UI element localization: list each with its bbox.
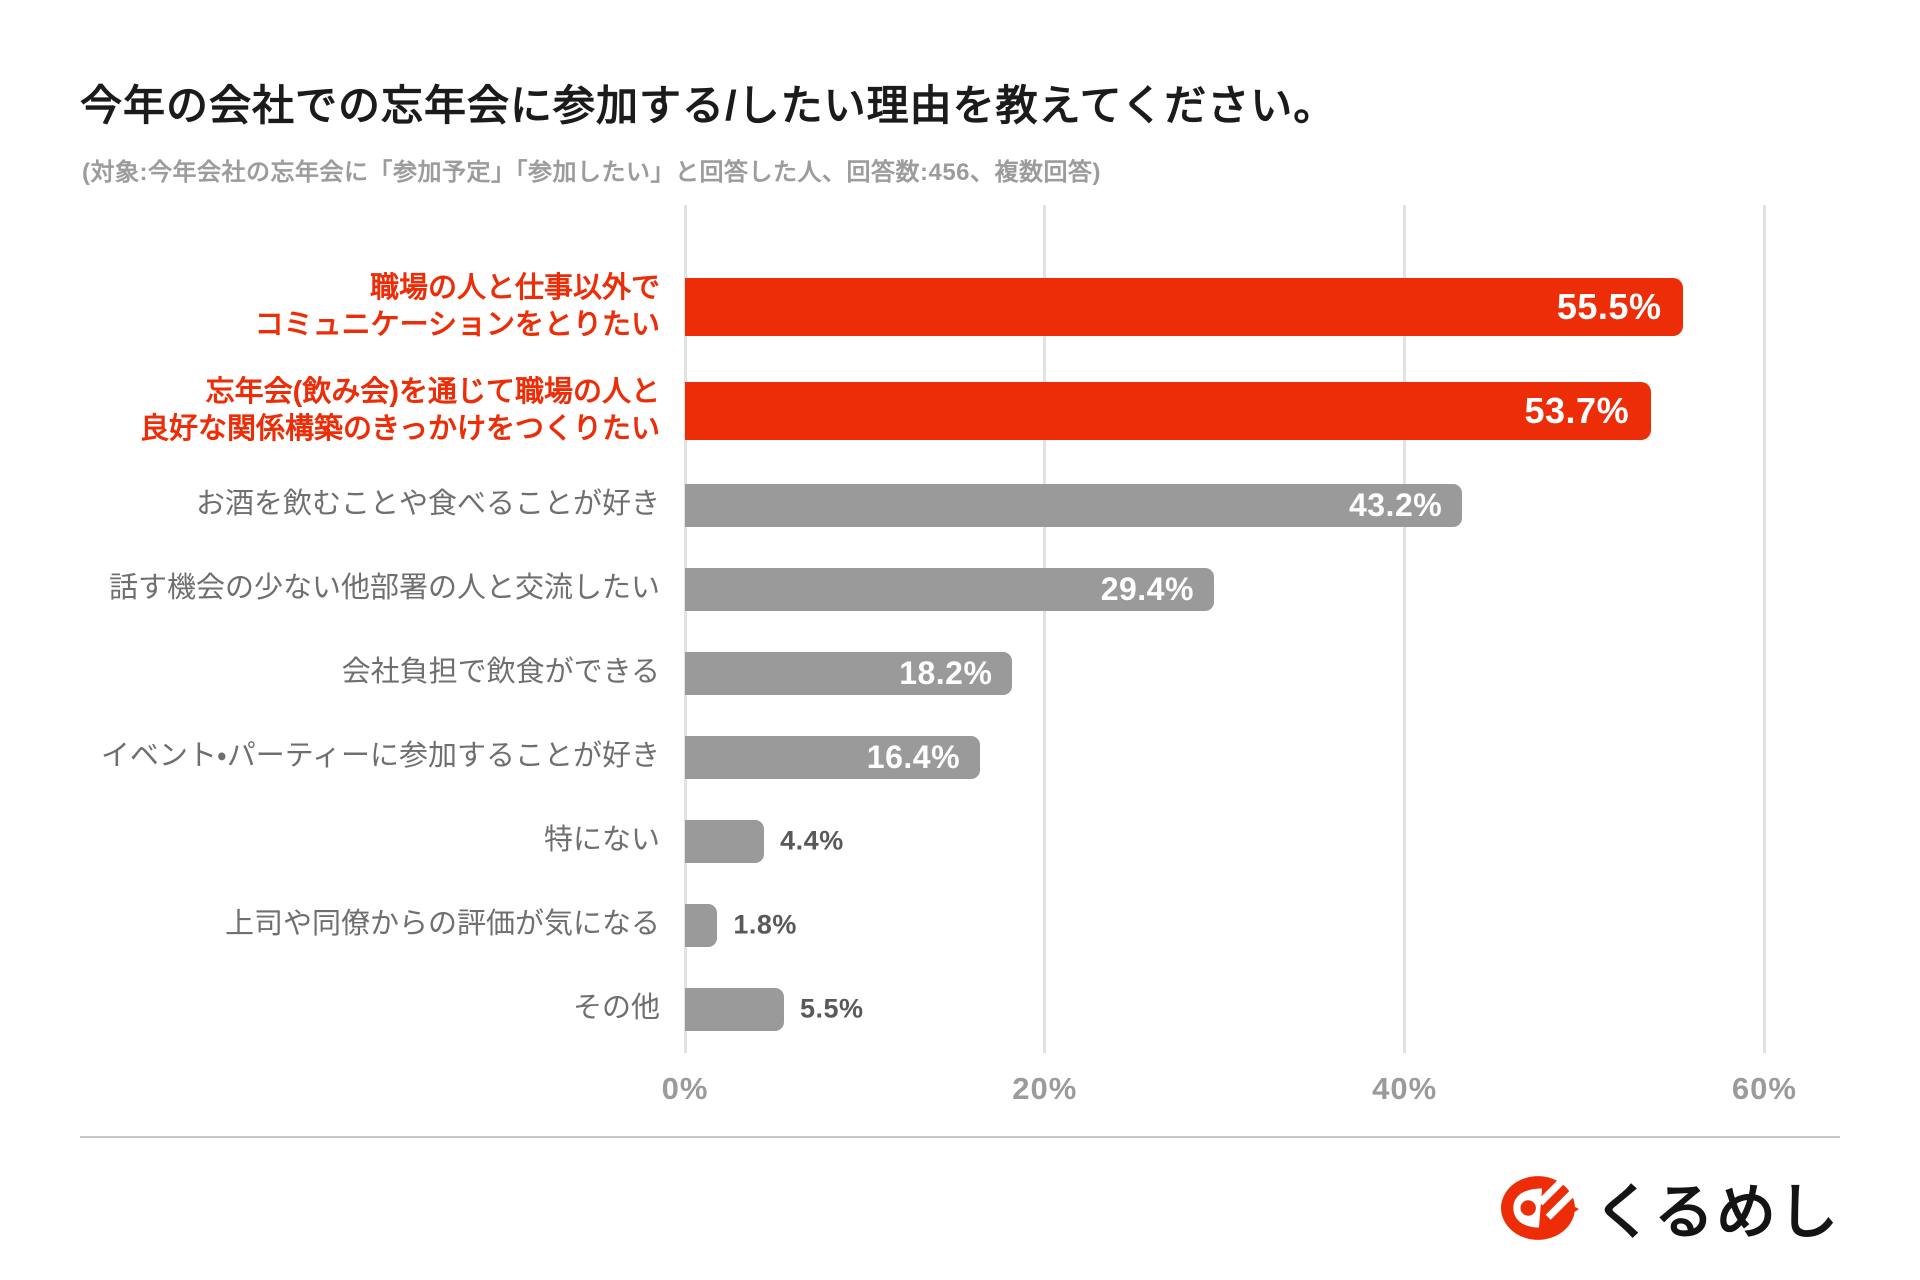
bar: 18.2% <box>685 651 1013 695</box>
bar <box>685 903 718 947</box>
category-label: 上司や同僚からの評価が気になる <box>80 906 685 943</box>
chart-row: 会社負担で飲食ができる 18.2% <box>80 631 1840 715</box>
bar <box>685 819 765 863</box>
bar-track: 18.2% <box>685 631 1840 715</box>
bar-track: 5.5% <box>685 967 1840 1051</box>
bar-track: 43.2% <box>685 463 1840 547</box>
category-label-line: 良好な関係構築のきっかけをつくりたい <box>140 413 660 445</box>
value-label: 5.5% <box>799 993 864 1024</box>
x-tick-label: 20% <box>1012 1071 1078 1106</box>
category-label: 職場の人と仕事以外でコミュニケーションをとりたい <box>80 270 685 344</box>
kurumeshi-logo-icon <box>1501 1175 1580 1240</box>
category-label: イベント・パーティーに参加することが好き <box>80 738 685 775</box>
chart-row: イベント・パーティーに参加することが好き 16.4% <box>80 715 1840 799</box>
value-label: 4.4% <box>780 825 844 856</box>
x-tick-label: 0% <box>661 1071 709 1106</box>
logo-wordmark: くるめし <box>1593 1179 1840 1246</box>
value-label: 1.8% <box>733 909 797 940</box>
bar-track: 55.5% <box>685 255 1840 359</box>
gridline <box>1403 205 1407 1053</box>
category-label-line: 職場の人と仕事以外で <box>369 271 660 304</box>
x-tick-label: 60% <box>1731 1071 1797 1106</box>
category-label: 忘年会(飲み会)を通じて職場の人と良好な関係構築のきっかけをつくりたい <box>80 374 685 448</box>
kurumeshi-logo: くるめし <box>1501 1164 1840 1251</box>
value-label: 55.5% <box>1556 286 1662 327</box>
bar <box>685 987 784 1031</box>
chart-row: 忘年会(飲み会)を通じて職場の人と良好な関係構築のきっかけをつくりたい 53.7% <box>80 359 1840 463</box>
bar: 43.2% <box>685 483 1463 527</box>
x-tick-label: 40% <box>1372 1071 1438 1106</box>
category-label: お酒を飲むことや食べることが好き <box>80 486 685 523</box>
category-label: その他 <box>80 990 685 1027</box>
gridline <box>1043 205 1047 1053</box>
value-label: 29.4% <box>1100 570 1194 607</box>
category-label-line: その他 <box>572 992 660 1025</box>
bar-track: 29.4% <box>685 547 1840 631</box>
bar: 55.5% <box>685 278 1684 336</box>
chart-row: お酒を飲むことや食べることが好き 43.2% <box>80 463 1840 547</box>
category-label-line: 忘年会(飲み会)を通じて職場の人と <box>205 375 660 408</box>
value-label: 18.2% <box>899 654 993 691</box>
plot-rows: 職場の人と仕事以外でコミュニケーションをとりたい 55.5% 忘年会(飲み会)を通じ… <box>80 205 1840 1051</box>
footer-divider <box>80 1136 1840 1138</box>
gridline <box>683 205 687 1053</box>
category-label-line: お酒を飲むことや食べることが好き <box>195 488 660 521</box>
page-title: 今年の会社での忘年会に参加する/したい理由を教えてください。 <box>80 82 1337 129</box>
category-label: 話す機会の少ない他部署の人と交流したい <box>80 570 685 607</box>
bar-track: 1.8% <box>685 883 1840 967</box>
page-subtitle: (対象:今年会社の忘年会に「参加予定」「参加したい」と回答した人、回答数:456… <box>82 159 1102 186</box>
chart-row: その他 5.5% <box>80 967 1840 1051</box>
gridline <box>1762 205 1766 1053</box>
chart-row: 話す機会の少ない他部署の人と交流したい 29.4% <box>80 547 1840 631</box>
value-label: 43.2% <box>1348 486 1443 523</box>
bar: 53.7% <box>685 382 1652 440</box>
bar: 29.4% <box>685 567 1214 611</box>
bar-track: 53.7% <box>685 359 1840 463</box>
category-label-line: 上司や同僚からの評価が気になる <box>224 908 660 941</box>
category-label-line: コミュニケーションをとりたい <box>254 309 660 341</box>
bar-track: 4.4% <box>685 799 1840 883</box>
x-axis: 0% 20% 40% 60% <box>662 1071 1840 1115</box>
value-label: 53.7% <box>1524 390 1630 431</box>
category-label-line: イベント・パーティーに参加することが好き <box>100 740 660 773</box>
category-label-line: 会社負担で飲食ができる <box>341 656 660 689</box>
bar: 16.4% <box>685 735 981 779</box>
chart-row: 特にない 4.4% <box>80 799 1840 883</box>
bar-track: 16.4% <box>685 715 1840 799</box>
category-label-line: 特にない <box>543 824 660 857</box>
bar-chart: 職場の人と仕事以外でコミュニケーションをとりたい 55.5% 忘年会(飲み会)を通じ… <box>80 205 1840 1125</box>
chart-row: 上司や同僚からの評価が気になる 1.8% <box>80 883 1840 967</box>
category-label: 特にない <box>80 822 685 859</box>
category-label-line: 話す機会の少ない他部署の人と交流したい <box>108 572 660 605</box>
grid-layer <box>683 205 1840 1053</box>
category-label: 会社負担で飲食ができる <box>80 654 685 691</box>
chart-row: 職場の人と仕事以外でコミュニケーションをとりたい 55.5% <box>80 255 1840 359</box>
value-label: 16.4% <box>866 738 961 775</box>
